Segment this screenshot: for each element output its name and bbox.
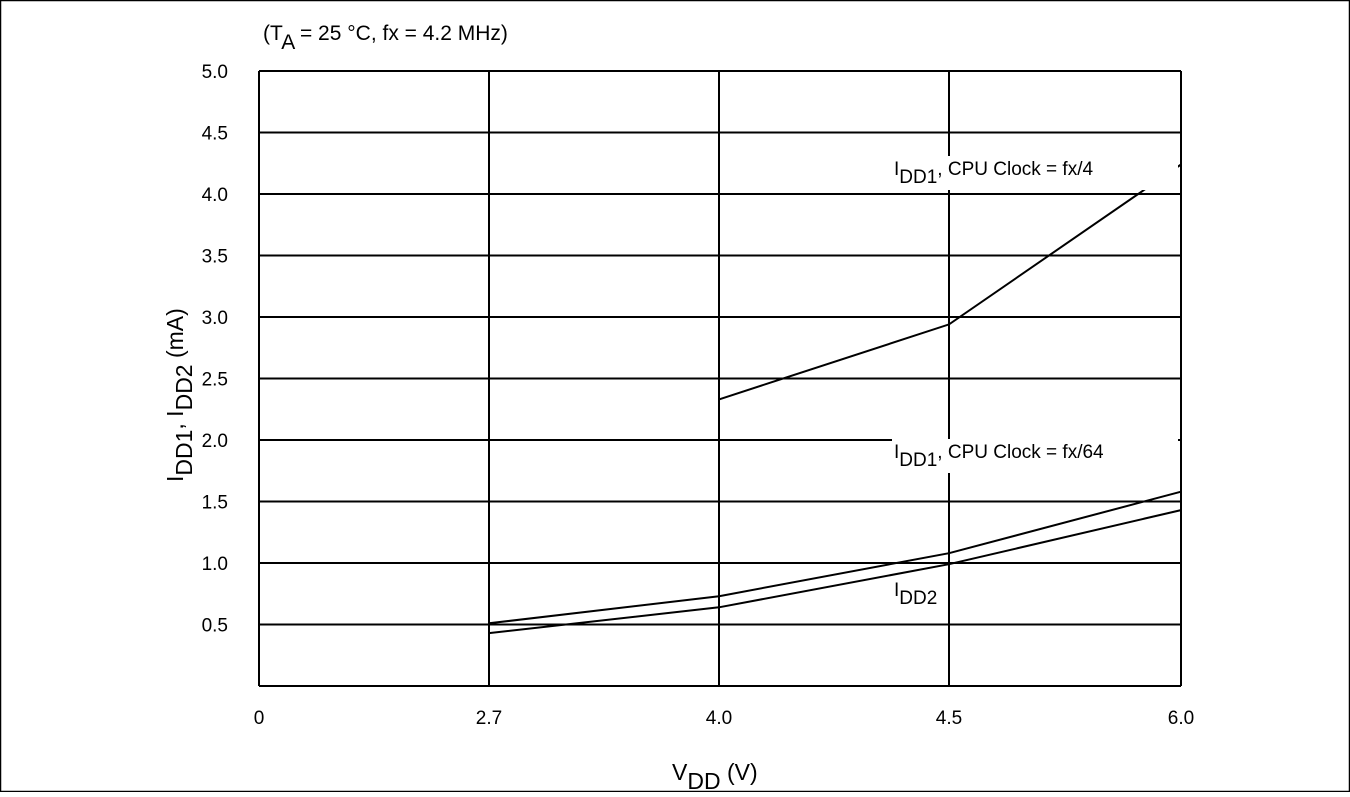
series-labels: IDD1, CPU Clock = fx/4 IDD1, CPU Clock = …: [892, 156, 1178, 611]
series-label-text: IDD2: [894, 580, 937, 609]
x-tick-label: 4.5: [936, 708, 962, 729]
series-label-text: IDD1, CPU Clock = fx/64: [894, 442, 1104, 471]
series-line-1: [718, 163, 1182, 401]
x-tick-label: 0: [254, 708, 265, 729]
y-tick-label: 1.5: [202, 493, 228, 514]
series-label-background: [892, 439, 1178, 473]
y-tick-label: 5.0: [202, 62, 228, 83]
series-line-3: [488, 509, 1182, 635]
series-label-background: [892, 577, 946, 611]
chart-title: (TA = 25 °C, fx = 4.2 MHz): [263, 22, 508, 54]
y-tick-label: 4.0: [202, 185, 228, 206]
series-line-2: [488, 490, 1182, 625]
series-label-1: IDD1, CPU Clock = fx/4: [892, 156, 1178, 190]
x-axis-label: VDD (V): [672, 759, 758, 792]
grid: [258, 70, 1182, 687]
x-tick-label: 6.0: [1168, 708, 1194, 729]
series-label-3: IDD2: [892, 577, 946, 611]
y-tick-label: 0.5: [202, 616, 228, 637]
y-tick-label: 4.5: [202, 124, 228, 145]
y-tick-label: 2.0: [202, 431, 228, 452]
y-tick-label: 3.0: [202, 308, 228, 329]
y-tick-label: 2.5: [202, 370, 228, 391]
tick-labels: 0.5 1.0 1.5 2.0 2.5 3.0 3.5 4.0 4.5 5.0 0 2.7 4.0 4.5…: [202, 62, 1195, 729]
y-axis-label: IDD1, IDD2 (mA): [162, 308, 197, 482]
y-tick-label: 3.5: [202, 247, 228, 268]
series-label-text: IDD1, CPU Clock = fx/4: [894, 159, 1093, 188]
x-tick-label: 2.7: [476, 708, 502, 729]
y-tick-label: 1.0: [202, 554, 228, 575]
series-label-2: IDD1, CPU Clock = fx/64: [892, 439, 1178, 473]
series-layer: [488, 163, 1182, 635]
series-label-background: [892, 156, 1178, 190]
x-tick-label: 4.0: [706, 708, 732, 729]
